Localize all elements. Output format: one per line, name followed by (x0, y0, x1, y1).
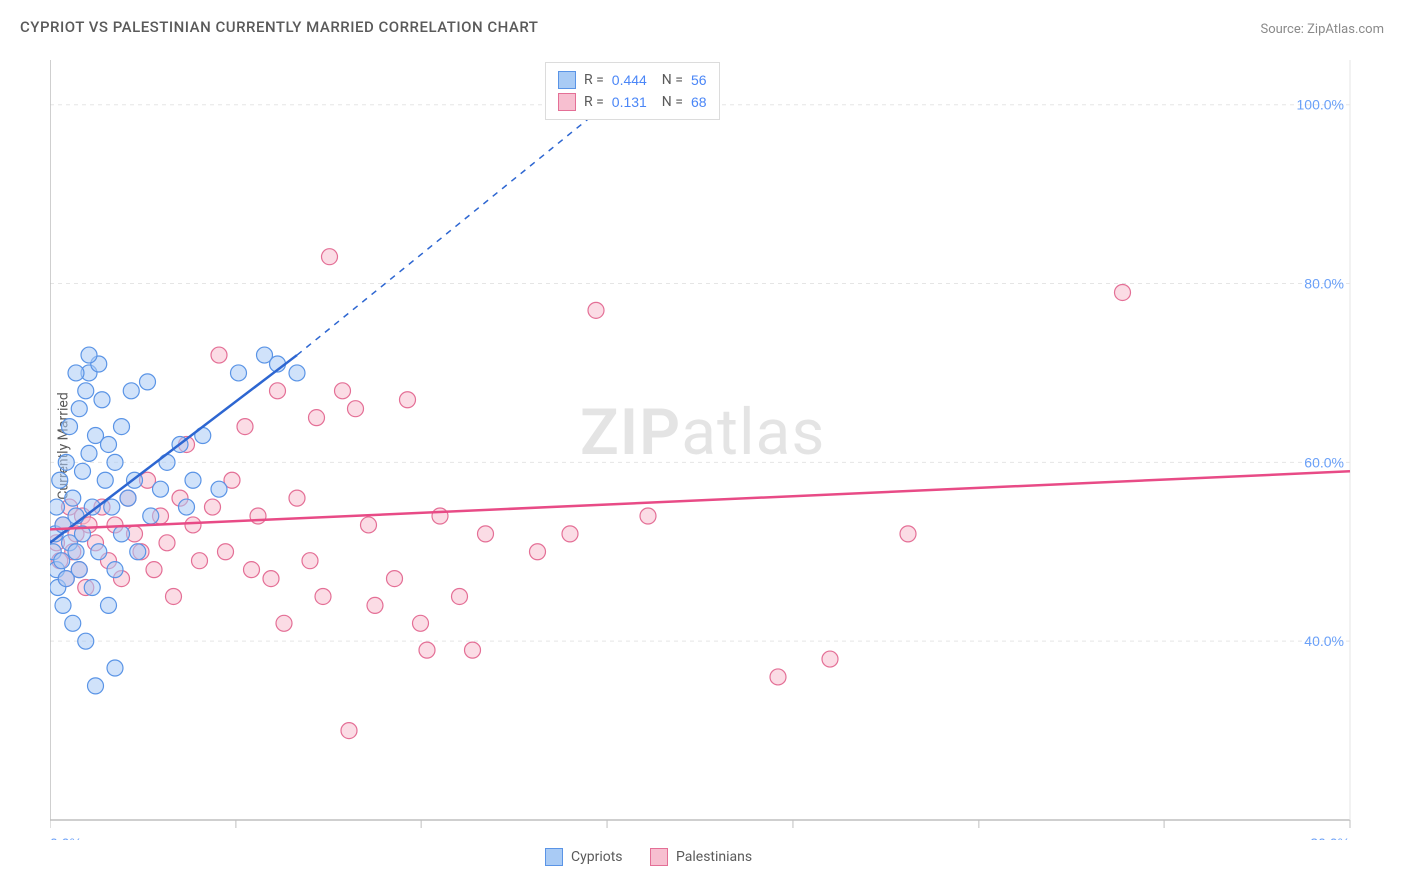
stat-legend: R = 0.444 N = 56 R = 0.131 N = 68 (545, 62, 720, 120)
svg-text:20.0%: 20.0% (1310, 835, 1350, 840)
svg-text:80.0%: 80.0% (1304, 276, 1344, 292)
bottom-legend-cypriots: Cypriots (545, 848, 623, 866)
watermark: ZIPatlas (580, 395, 825, 470)
palestinians-label: Palestinians (676, 849, 752, 865)
stat-row-cypriots: R = 0.444 N = 56 (558, 69, 707, 91)
cypriots-swatch (558, 71, 576, 89)
svg-text:40.0%: 40.0% (1304, 633, 1344, 649)
svg-text:60.0%: 60.0% (1304, 454, 1344, 470)
svg-text:100.0%: 100.0% (1297, 97, 1344, 113)
palestinians-r-value: 0.131 (612, 91, 647, 113)
bottom-legend-palestinians: Palestinians (650, 848, 752, 866)
svg-text:0.0%: 0.0% (50, 835, 82, 840)
source-label: Source: ZipAtlas.com (1260, 22, 1384, 37)
watermark-zip: ZIP (580, 395, 681, 470)
stat-row-palestinians: R = 0.131 N = 68 (558, 91, 707, 113)
palestinians-swatch (558, 93, 576, 111)
cypriots-swatch-icon (545, 848, 563, 866)
chart-title: CYPRIOT VS PALESTINIAN CURRENTLY MARRIED… (20, 18, 538, 36)
watermark-atlas: atlas (681, 395, 825, 470)
cypriots-label: Cypriots (571, 849, 623, 865)
palestinians-n-value: 68 (691, 91, 707, 113)
cypriots-r-value: 0.444 (612, 69, 647, 91)
cypriots-n-value: 56 (691, 69, 707, 91)
palestinians-swatch-icon (650, 848, 668, 866)
